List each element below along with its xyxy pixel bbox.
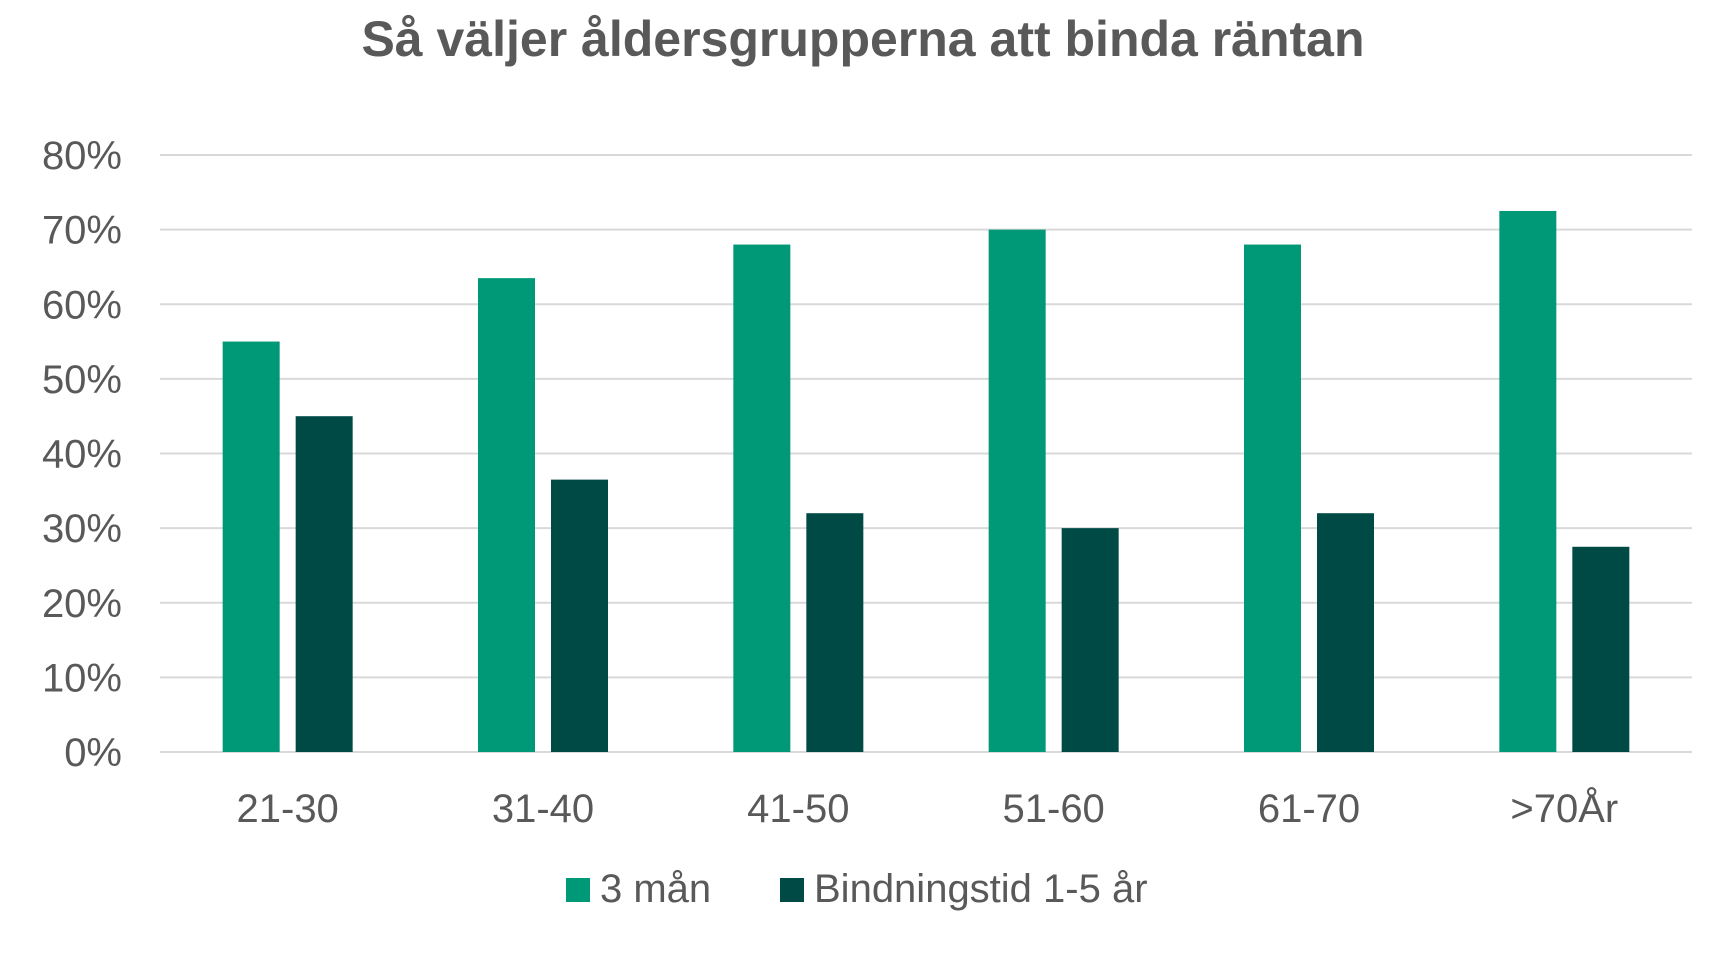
gridlines [160,154,1692,753]
bar-series-1-21-30 [222,341,280,752]
y-axis-tick-labels: 0% 10% 20% 30% 40% 50% 60% 70% 80% [42,134,122,775]
x-tick-label: 41-50 [747,787,849,831]
y-tick-label: 40% [42,433,122,477]
bar-series-2-31-40 [551,479,608,752]
bar-series-1-31-40 [478,278,535,752]
bar-series-2-61-70 [1317,513,1374,752]
bar-series-1->70År [1499,210,1557,752]
x-tick-label: 61-70 [1258,787,1360,831]
bar-series-2->70År [1572,546,1630,752]
bar-series-2-21-30 [295,416,353,752]
bar-series-1-41-50 [733,244,791,753]
y-tick-label: 20% [42,582,122,626]
y-tick-label: 10% [42,656,122,700]
x-tick-label: 21-30 [237,787,339,831]
x-axis-tick-labels: 21-30 31-40 41-50 51-60 61-70 >70År [237,786,1619,831]
legend-label: 3 mån [600,867,711,911]
y-tick-label: 60% [42,283,122,327]
x-tick-label: 31-40 [492,787,594,831]
bars [222,210,1630,753]
y-tick-label: 0% [64,731,122,775]
x-tick-label: >70År [1510,786,1618,831]
y-tick-label: 50% [42,358,122,402]
bar-series-1-61-70 [1244,244,1301,753]
legend-label: Bindningstid 1-5 år [814,867,1148,911]
legend: 3 mån Bindningstid 1-5 år [566,867,1148,911]
y-tick-label: 70% [42,209,122,253]
y-tick-label: 80% [42,134,122,178]
x-tick-label: 51-60 [1003,787,1105,831]
bar-series-1-51-60 [988,229,1046,752]
bar-series-2-41-50 [806,513,864,752]
bar-series-2-51-60 [1061,528,1119,752]
legend-swatch [566,878,590,902]
chart-title: Så väljer åldersgrupperna att binda ränt… [361,11,1364,67]
y-tick-label: 30% [42,507,122,551]
legend-swatch [780,878,804,902]
